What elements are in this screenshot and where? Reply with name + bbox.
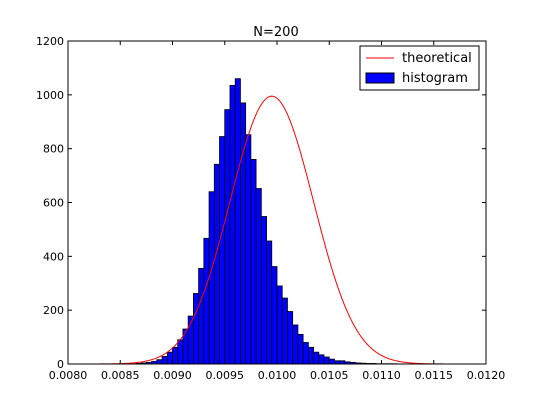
chart-title: N=200: [253, 25, 298, 40]
y-tick-label: 1200: [36, 35, 64, 48]
y-tick-label: 0: [57, 358, 64, 371]
y-tick-label: 1000: [36, 89, 64, 102]
histogram-bar: [255, 188, 262, 365]
histogram-bars: [135, 78, 398, 365]
histogram-bar: [292, 324, 299, 365]
histogram-bar: [245, 134, 252, 365]
histogram-bar: [323, 356, 330, 365]
histogram-bar: [192, 293, 200, 365]
x-tick-label: 0.0085: [101, 369, 140, 382]
y-tick-label: 200: [43, 304, 64, 317]
x-tick-label: 0.0100: [258, 369, 297, 382]
x-tick-label: 0.0080: [49, 369, 88, 382]
histogram-bar: [198, 268, 205, 365]
legend: theoretical histogram: [359, 45, 480, 91]
histogram-bar: [156, 359, 163, 365]
histogram-bar: [313, 351, 320, 365]
x-tick-labels: 0.0080 0.0085 0.0090 0.0095 0.0100 0.0105 0.01…: [49, 369, 506, 382]
y-tick-label: 800: [43, 143, 64, 156]
x-tick-label: 0.0095: [206, 369, 245, 382]
histogram-bar: [328, 358, 335, 365]
histogram-bar: [281, 297, 288, 365]
histogram-bar: [250, 159, 257, 365]
histogram-bar: [234, 78, 241, 365]
y-tick-label: 400: [43, 250, 64, 263]
x-tick-label: 0.0120: [467, 369, 506, 382]
histogram-bar: [172, 346, 179, 365]
axis-ticks: [67, 40, 487, 365]
histogram-bar: [266, 240, 273, 365]
histogram-bar: [213, 163, 220, 365]
x-tick-label: 0.0115: [415, 369, 454, 382]
histogram-bar: [240, 102, 247, 365]
y-tick-labels: 0 200 400 600 800 1000 1200: [36, 35, 64, 371]
y-tick-label: 600: [43, 197, 64, 210]
histogram-bar: [318, 354, 325, 365]
x-tick-label: 0.0090: [153, 369, 192, 382]
legend-histogram-label: histogram: [402, 71, 468, 86]
histogram-bar: [177, 339, 184, 365]
histogram-bar: [161, 356, 168, 365]
histogram-bar: [287, 311, 294, 365]
histogram-bar: [307, 346, 314, 365]
histogram-bar: [203, 237, 210, 365]
histogram-bar: [219, 136, 226, 365]
histogram-bar: [229, 85, 236, 365]
histogram-bar: [224, 109, 231, 365]
x-tick-label: 0.0105: [310, 369, 349, 382]
histogram-bar: [208, 191, 215, 365]
histogram-bar: [166, 351, 173, 365]
histogram-bar: [276, 285, 283, 365]
histogram-bar: [302, 342, 309, 365]
histogram-bar: [260, 216, 267, 365]
legend-theoretical-label: theoretical: [402, 51, 472, 66]
histogram-bar: [271, 266, 278, 365]
x-tick-label: 0.0110: [362, 369, 401, 382]
legend-histogram-swatch: [365, 72, 395, 84]
histogram-bar: [297, 333, 304, 365]
theoretical-curve: [68, 95, 486, 365]
